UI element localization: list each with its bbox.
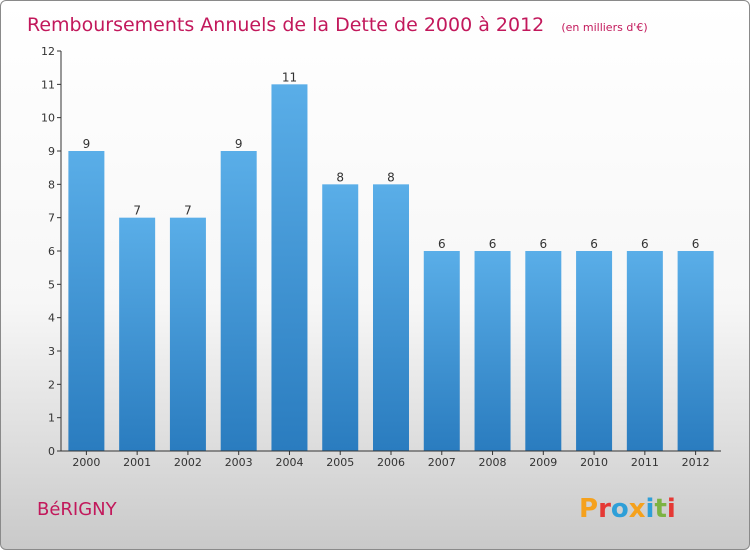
bar-value-label: 7	[133, 204, 141, 218]
y-tick-label: 11	[41, 78, 55, 91]
bar-2012	[677, 251, 714, 451]
bar-2010	[576, 251, 613, 451]
x-tick-label: 2010	[580, 456, 608, 469]
bar-value-label: 7	[184, 204, 192, 218]
y-tick-label: 10	[41, 112, 55, 125]
bar-value-label: 8	[336, 170, 344, 184]
y-tick-label: 2	[48, 378, 55, 391]
y-tick-label: 4	[48, 312, 55, 325]
logo-letter: P	[579, 494, 598, 524]
bar-2005	[322, 184, 359, 452]
logo-letter: t	[654, 494, 666, 524]
logo-letter: r	[598, 494, 611, 524]
bar-2006	[373, 184, 409, 452]
bar-value-label: 11	[282, 70, 297, 84]
bar-value-label: 6	[590, 237, 598, 251]
x-tick-label: 2012	[682, 456, 710, 469]
bar-2011	[626, 251, 663, 451]
x-axis: 2000 2001 2002 2003 2004 2005 2006 2007 2008 2009…	[61, 450, 721, 469]
x-tick-label: 2001	[123, 456, 151, 469]
logo-letter: i	[667, 494, 676, 524]
y-tick-label: 12	[41, 45, 55, 58]
bar-value-label: 9	[83, 137, 91, 151]
x-tick-label: 2004	[275, 456, 303, 469]
bar-2004	[271, 84, 308, 451]
bar-value-label: 6	[489, 237, 497, 251]
y-tick-label: 9	[48, 145, 55, 158]
y-tick-label: 0	[48, 445, 55, 458]
y-tick-label: 7	[48, 212, 55, 225]
proxiti-logo: Proxiti	[579, 494, 676, 524]
bars: 9 7 7 9 11 8 8 6 6 6 6 6 6	[68, 70, 714, 452]
bar-2009	[525, 251, 562, 451]
y-tick-label: 5	[48, 278, 55, 291]
x-tick-label: 2000	[72, 456, 100, 469]
bar-value-label: 8	[387, 170, 395, 184]
x-tick-label: 2002	[174, 456, 202, 469]
x-tick-label: 2011	[631, 456, 659, 469]
bar-2003	[220, 151, 257, 451]
logo-letter: x	[629, 494, 646, 524]
bar-2002	[169, 217, 206, 451]
x-tick-label: 2007	[428, 456, 456, 469]
place-name: BéRIGNY	[37, 499, 118, 520]
bar-2001	[119, 217, 156, 451]
x-tick-label: 2009	[529, 456, 557, 469]
y-tick-label: 3	[48, 345, 55, 358]
x-tick-label: 2006	[377, 456, 405, 469]
bar-value-label: 6	[539, 237, 547, 251]
bar-value-label: 9	[235, 137, 243, 151]
chart-title-group: Remboursements Annuels de la Dette de 20…	[27, 14, 648, 36]
bar-value-label: 6	[692, 237, 700, 251]
x-tick-label: 2003	[225, 456, 253, 469]
x-tick-label: 2005	[326, 456, 354, 469]
bar-value-label: 6	[641, 237, 649, 251]
chart-title: Remboursements Annuels de la Dette de 20…	[27, 14, 544, 36]
x-tick-label: 2008	[479, 456, 507, 469]
bar-2008	[474, 251, 511, 451]
bar-2007	[423, 251, 460, 451]
bar-value-label: 6	[438, 237, 446, 251]
y-tick-label: 1	[48, 412, 55, 425]
y-tick-label: 6	[48, 245, 55, 258]
y-tick-label: 8	[48, 178, 55, 191]
bar-2000	[68, 151, 105, 451]
logo-letter: o	[611, 494, 629, 524]
chart-subtitle: (en milliers d'€)	[561, 21, 647, 34]
logo-letter: i	[646, 494, 655, 524]
